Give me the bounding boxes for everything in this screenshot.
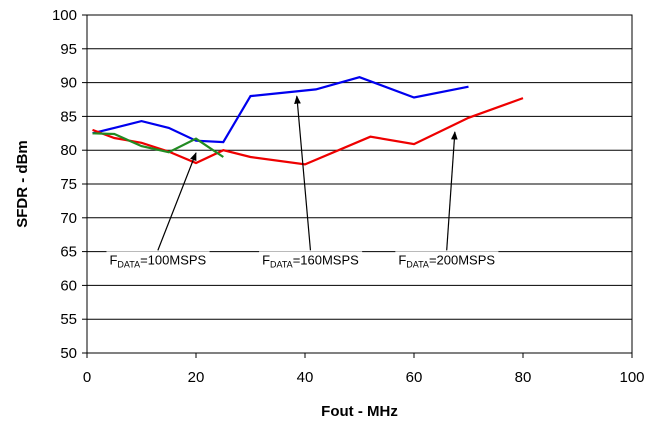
annotation-arrow-3 [446,131,458,251]
annotation-backdrop [259,251,363,271]
x-axis-title: Fout - MHz [321,403,398,420]
annotation-backdrop [106,251,210,271]
annotation-suffix: =200MSPS [429,252,495,267]
annotations: FDATA=100MSPS FDATA=160MSPS FDATA=200MSPS [106,95,499,271]
annotation-backdrop [395,251,499,271]
x-tick-label: 20 [188,369,205,386]
series-line-3 [92,132,224,158]
y-tick-label: 100 [52,7,77,24]
x-tick-label: 0 [83,369,91,386]
series-line-1 [92,76,469,144]
annotation-suffix: =160MSPS [293,252,359,267]
annotation-label-1: FDATA=100MSPS [109,252,206,269]
annotation-prefix: F [398,252,406,267]
gridlines [87,14,632,354]
y-tick-label: 75 [60,176,77,193]
annotation-label-3: FDATA=200MSPS [398,252,495,269]
annotation-arrow-1 [157,152,197,251]
annotation-subscript: DATA [270,259,293,269]
y-tick-label: 80 [60,142,77,159]
y-tick-label: 95 [60,41,77,58]
y-axis-ticks: 50 55 60 65 70 75 80 85 90 95 100 [52,7,87,362]
y-tick-label: 55 [60,311,77,328]
x-tick-label: 60 [406,369,423,386]
annotation-prefix: F [109,252,117,267]
annotation-arrow-2 [294,95,312,251]
y-tick-label: 85 [60,108,77,125]
y-axis-title: SFDR - dBm [14,140,31,228]
annotation-suffix: =100MSPS [140,252,206,267]
x-tick-label: 80 [515,369,532,386]
annotation-subscript: DATA [117,259,140,269]
annotation-label-2: FDATA=160MSPS [262,252,359,269]
y-tick-label: 50 [60,345,77,362]
y-tick-label: 65 [60,244,77,261]
annotation-prefix: F [262,252,270,267]
y-tick-label: 60 [60,277,77,294]
series-lines [92,76,524,166]
x-axis-ticks: 0 20 40 60 80 100 [83,353,645,386]
x-tick-label: 100 [619,369,644,386]
y-tick-label: 90 [60,75,77,92]
y-tick-label: 70 [60,210,77,227]
series-line-2 [92,97,524,166]
x-tick-label: 40 [297,369,314,386]
annotation-subscript: DATA [406,259,429,269]
